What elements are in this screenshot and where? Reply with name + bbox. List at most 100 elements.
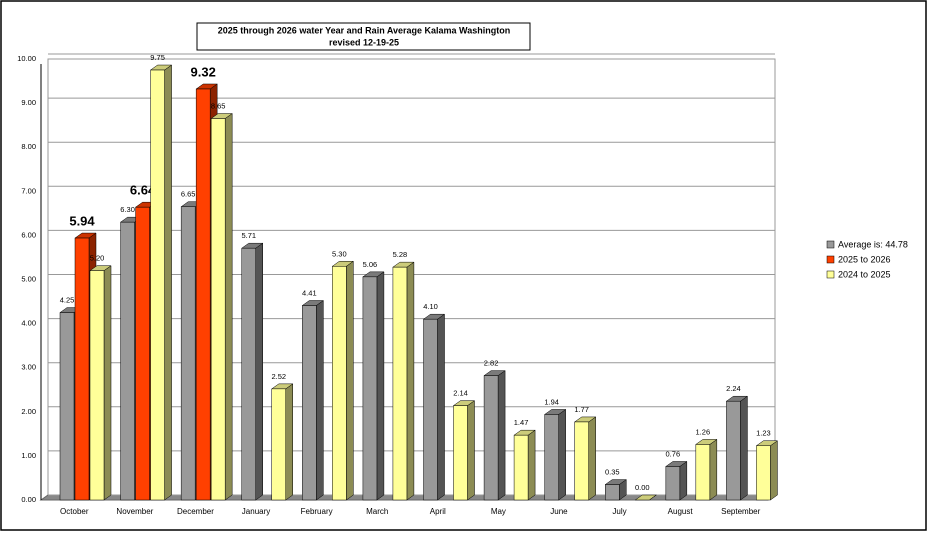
- x-tick-label: May: [491, 507, 506, 516]
- y-tick-label: 4.00: [21, 319, 36, 328]
- y-tick-label: 8.00: [21, 142, 36, 151]
- bar-side: [255, 242, 263, 501]
- title-box: [196, 22, 531, 51]
- y-tick-label: 6.00: [21, 230, 36, 239]
- legend-label: Average is: 44.78: [838, 239, 908, 249]
- y-tick-label: 10.00: [17, 54, 36, 63]
- value-label: 1.47: [514, 418, 529, 427]
- value-label: 6.65: [181, 190, 196, 199]
- value-label: 2.14: [453, 389, 468, 398]
- bar: [695, 444, 711, 501]
- bar: [726, 400, 741, 501]
- x-tick-label: November: [116, 507, 153, 516]
- bar: [135, 206, 150, 501]
- y-tick-label: 1.00: [21, 451, 36, 460]
- value-label: 2.52: [271, 372, 286, 381]
- bar: [605, 484, 620, 501]
- bar-side: [346, 260, 354, 501]
- bar-side: [740, 395, 748, 501]
- bar: [195, 88, 211, 501]
- value-label: 4.41: [302, 289, 317, 298]
- value-label: 0.76: [666, 449, 681, 458]
- bar: [89, 270, 105, 501]
- bar: [513, 434, 529, 501]
- value-label: 0.00: [635, 483, 650, 492]
- bar-side: [376, 271, 385, 501]
- bar-side: [679, 460, 688, 501]
- bar: [210, 118, 226, 501]
- legend-label: 2024 to 2025: [838, 269, 891, 279]
- bar-side: [527, 429, 536, 501]
- y-tick-label: 7.00: [21, 186, 36, 195]
- value-label: 1.77: [574, 405, 589, 414]
- value-label: 6.30: [120, 205, 135, 214]
- bar: [362, 276, 378, 501]
- bar-side: [224, 113, 233, 501]
- value-label: 2.82: [484, 359, 499, 368]
- y-tick-label: 2.00: [21, 407, 36, 416]
- x-tick-label: April: [430, 507, 446, 516]
- legend-swatch: [826, 240, 835, 249]
- y-tick-label: 5.00: [21, 274, 36, 283]
- bar: [453, 405, 468, 501]
- bar: [180, 206, 196, 501]
- bar: [392, 266, 408, 501]
- value-label: 9.75: [150, 53, 165, 62]
- x-tick-label: February: [301, 507, 333, 516]
- value-label: 5.71: [241, 231, 256, 240]
- chart-title: 2025 through 2026 water Year and Rain Av…: [218, 25, 510, 35]
- bar-side: [497, 370, 506, 501]
- value-label: 2.24: [726, 384, 741, 393]
- bar-top: [634, 494, 658, 501]
- bar-side: [103, 265, 112, 501]
- y-tick-label: 0.00: [21, 495, 36, 504]
- bar-side: [709, 438, 718, 501]
- x-tick-label: December: [177, 507, 214, 516]
- value-label: 5.20: [90, 254, 105, 263]
- bar: [332, 266, 347, 501]
- y-tick-label: 9.00: [21, 98, 36, 107]
- x-tick-label: September: [721, 507, 760, 516]
- bar-side: [437, 313, 445, 501]
- legend-swatch: [826, 255, 835, 264]
- bar-side: [467, 400, 475, 501]
- value-label: 1.23: [756, 429, 771, 438]
- x-tick-label: January: [242, 507, 270, 516]
- bar: [423, 318, 438, 501]
- value-label: 1.94: [544, 397, 559, 406]
- bar: [74, 237, 90, 501]
- value-label: 5.30: [332, 249, 347, 258]
- value-label: 0.35: [605, 468, 620, 477]
- x-tick-label: October: [60, 507, 89, 516]
- bar-side: [558, 408, 566, 501]
- bar: [271, 388, 286, 501]
- chart-subtitle: revised 12-19-25: [329, 37, 399, 47]
- legend-label: 2025 to 2026: [838, 254, 891, 264]
- value-label: 5.28: [393, 250, 408, 259]
- bar: [756, 445, 771, 501]
- value-label: 5.06: [363, 260, 378, 269]
- value-label: 8.65: [211, 102, 226, 111]
- x-tick-label: June: [550, 507, 568, 516]
- bar: [544, 414, 559, 501]
- value-label: 4.25: [60, 296, 75, 305]
- bar: [483, 375, 499, 501]
- bar: [150, 69, 165, 501]
- x-tick-label: March: [366, 507, 388, 516]
- value-label: 6.64: [130, 183, 156, 198]
- value-label: 1.26: [696, 427, 711, 436]
- bar: [241, 247, 256, 501]
- x-tick-label: July: [612, 507, 626, 516]
- bar: [59, 312, 75, 501]
- bar: [574, 421, 589, 501]
- legend-swatch: [826, 270, 835, 279]
- value-label: 5.94: [69, 213, 95, 228]
- bar-side: [588, 416, 596, 501]
- value-label: 4.10: [423, 302, 438, 311]
- value-label: 9.32: [191, 64, 216, 79]
- bar-side: [285, 383, 293, 501]
- y-tick-label: 3.00: [21, 363, 36, 372]
- x-tick-label: August: [668, 507, 694, 516]
- bar: [665, 466, 681, 501]
